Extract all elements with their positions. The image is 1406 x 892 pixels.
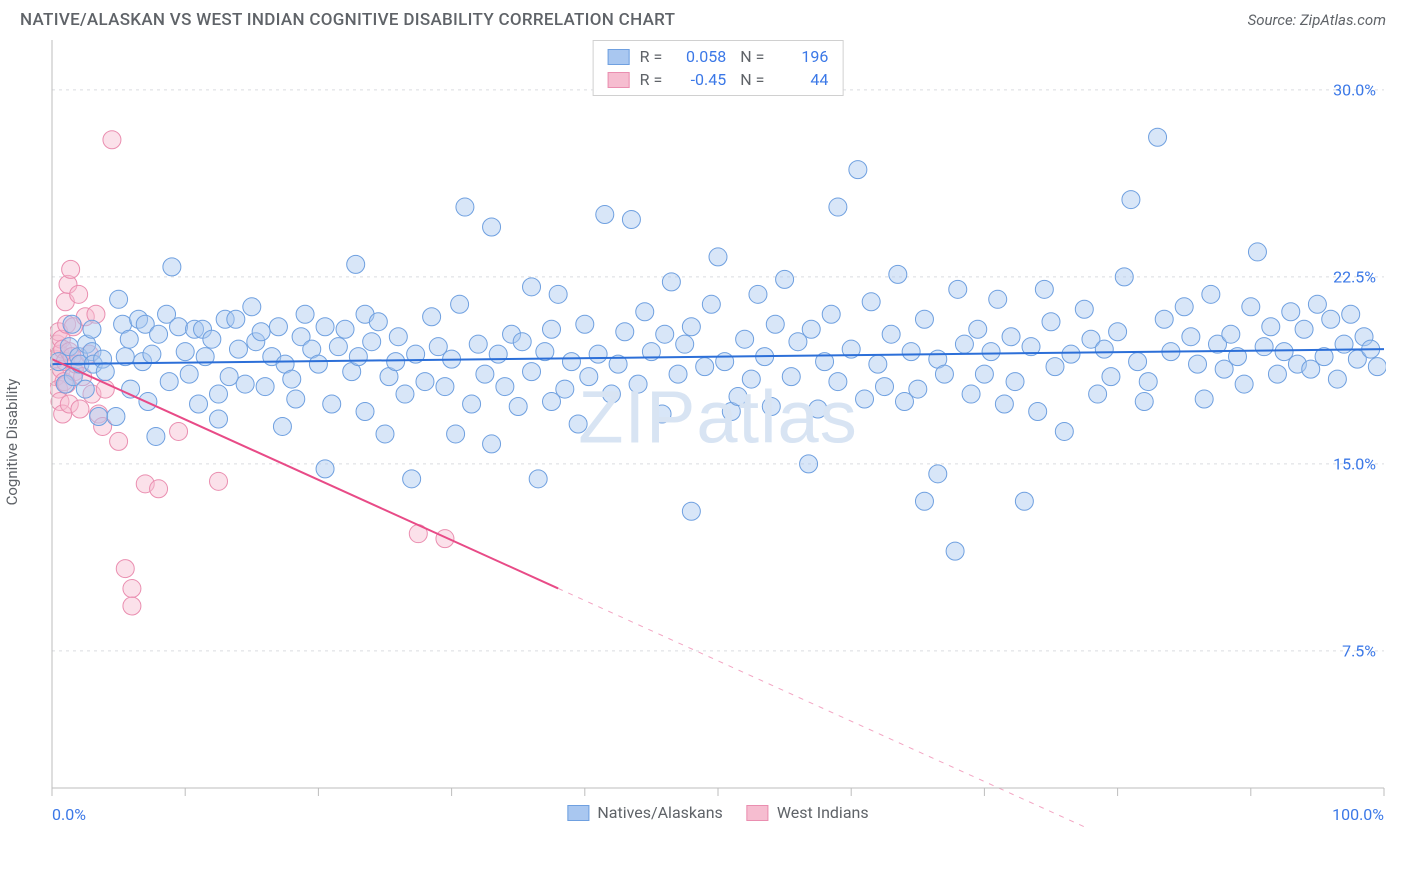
y-tick-label: 15.0% <box>1333 454 1376 473</box>
y-tick-label: 30.0% <box>1333 80 1376 99</box>
y-axis-label: Cognitive Disability <box>3 379 21 506</box>
swatch-series-1 <box>608 49 630 65</box>
n-value-2: 44 <box>774 70 828 89</box>
legend-swatch-2 <box>747 805 769 821</box>
stats-row-series-1: R = 0.058 N = 196 <box>608 45 829 68</box>
r-value-2: -0.45 <box>672 70 726 89</box>
n-label: N = <box>736 70 764 89</box>
scatter-plot <box>50 38 1386 828</box>
y-tick-label: 22.5% <box>1333 267 1376 286</box>
chart-title: NATIVE/ALASKAN VS WEST INDIAN COGNITIVE … <box>20 10 675 30</box>
chart-header: NATIVE/ALASKAN VS WEST INDIAN COGNITIVE … <box>0 0 1406 38</box>
stats-legend-box: R = 0.058 N = 196 R = -0.45 N = 44 <box>593 40 844 96</box>
r-value-1: 0.058 <box>672 47 726 66</box>
legend-item-1: Natives/Alaskans <box>567 803 722 822</box>
swatch-series-2 <box>608 72 630 88</box>
legend-swatch-1 <box>567 805 589 821</box>
n-label: N = <box>736 47 764 66</box>
x-axis-min-label: 0.0% <box>52 805 86 824</box>
n-value-1: 196 <box>774 47 828 66</box>
bottom-legend: Natives/Alaskans West Indians <box>567 803 868 822</box>
legend-label-2: West Indians <box>777 803 869 822</box>
chart-area: Cognitive Disability ZIPatlas R = 0.058 … <box>50 38 1386 828</box>
y-tick-label: 7.5% <box>1342 641 1376 660</box>
x-axis-max-label: 100.0% <box>1332 805 1384 824</box>
legend-label-1: Natives/Alaskans <box>597 803 722 822</box>
r-label: R = <box>640 47 663 66</box>
r-label: R = <box>640 70 663 89</box>
source-attribution: Source: ZipAtlas.com <box>1248 11 1386 29</box>
stats-row-series-2: R = -0.45 N = 44 <box>608 68 829 91</box>
legend-item-2: West Indians <box>747 803 869 822</box>
